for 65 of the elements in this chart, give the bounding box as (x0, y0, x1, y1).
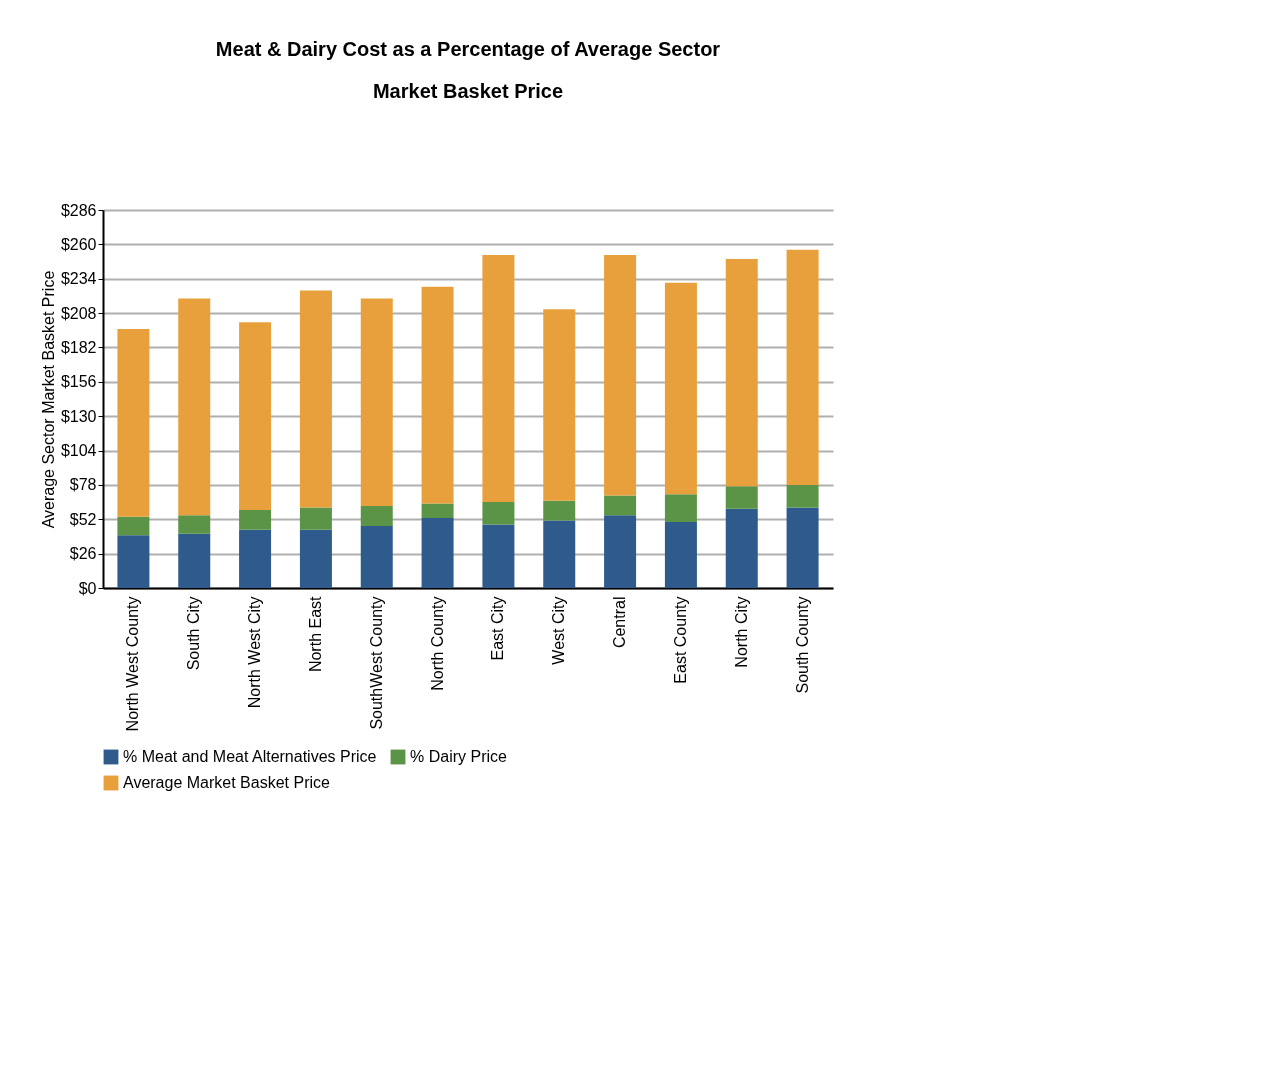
y-tick-label: $78 (69, 476, 97, 494)
x-tick-label: East County (671, 596, 689, 684)
bar (178, 533, 211, 588)
x-tick-label: West City (550, 596, 568, 665)
bar (543, 500, 576, 521)
bar (178, 298, 211, 516)
bar (299, 507, 332, 530)
x-tick-label: North County (428, 596, 446, 691)
bar (543, 520, 576, 588)
bar (117, 535, 150, 588)
bar (725, 258, 758, 487)
y-tick-label: $234 (60, 270, 97, 288)
chart-title: Meat & Dairy Cost as a Percentage of Average Sector Market Basket Price (215, 38, 721, 102)
x-tick-label: North West County (124, 596, 142, 732)
bar (482, 502, 515, 525)
x-tick-label: SouthWest County (367, 596, 385, 730)
y-tick-label: $286 (60, 201, 97, 219)
bar (482, 524, 515, 588)
bar (664, 521, 697, 588)
y-tick-label: $26 (69, 545, 97, 563)
x-tick-label: North City (732, 596, 750, 668)
legend-label: % Dairy Price (410, 748, 508, 765)
bar (664, 282, 697, 495)
x-tick-label: North East (306, 595, 324, 673)
x-tick-label: East City (489, 596, 507, 661)
y-tick-label: $104 (60, 442, 97, 460)
y-tick-label: $182 (60, 338, 97, 356)
bar (725, 486, 758, 509)
bar (786, 249, 819, 485)
bar (117, 328, 150, 517)
bar (360, 525, 393, 588)
y-tick-label: $130 (60, 407, 97, 425)
y-tick-label: $0 (78, 579, 97, 597)
bar (604, 515, 637, 588)
bar (178, 515, 211, 534)
bar (421, 286, 454, 504)
y-tick-label: $208 (60, 304, 97, 322)
bar (239, 322, 272, 511)
x-tick-label: South County (793, 596, 811, 694)
y-axis-title: Average Sector Market Basket Price (39, 270, 57, 529)
bar (604, 254, 637, 496)
bar (421, 517, 454, 588)
bar (725, 508, 758, 588)
bar (360, 506, 393, 526)
bar (482, 254, 515, 503)
bar (604, 495, 637, 516)
legend-label: % Meat and Meat Alternatives Price (123, 748, 377, 765)
x-tick-label: Central (611, 596, 629, 649)
bar (421, 503, 454, 518)
bar (786, 484, 819, 508)
x-tick-label: South City (185, 596, 203, 671)
bar (786, 507, 819, 588)
bar (360, 298, 393, 507)
y-tick-label: $52 (69, 510, 97, 528)
bar (299, 290, 332, 508)
legend-label: Average Market Basket Price (123, 774, 331, 791)
x-tick-label: North West City (246, 596, 264, 709)
y-tick-label: $156 (60, 373, 97, 391)
bar (239, 510, 272, 530)
bar (299, 529, 332, 588)
bar (239, 529, 272, 588)
y-tick-label: $260 (60, 235, 97, 253)
bar (543, 309, 576, 501)
bar (117, 516, 150, 536)
bar (664, 494, 697, 522)
